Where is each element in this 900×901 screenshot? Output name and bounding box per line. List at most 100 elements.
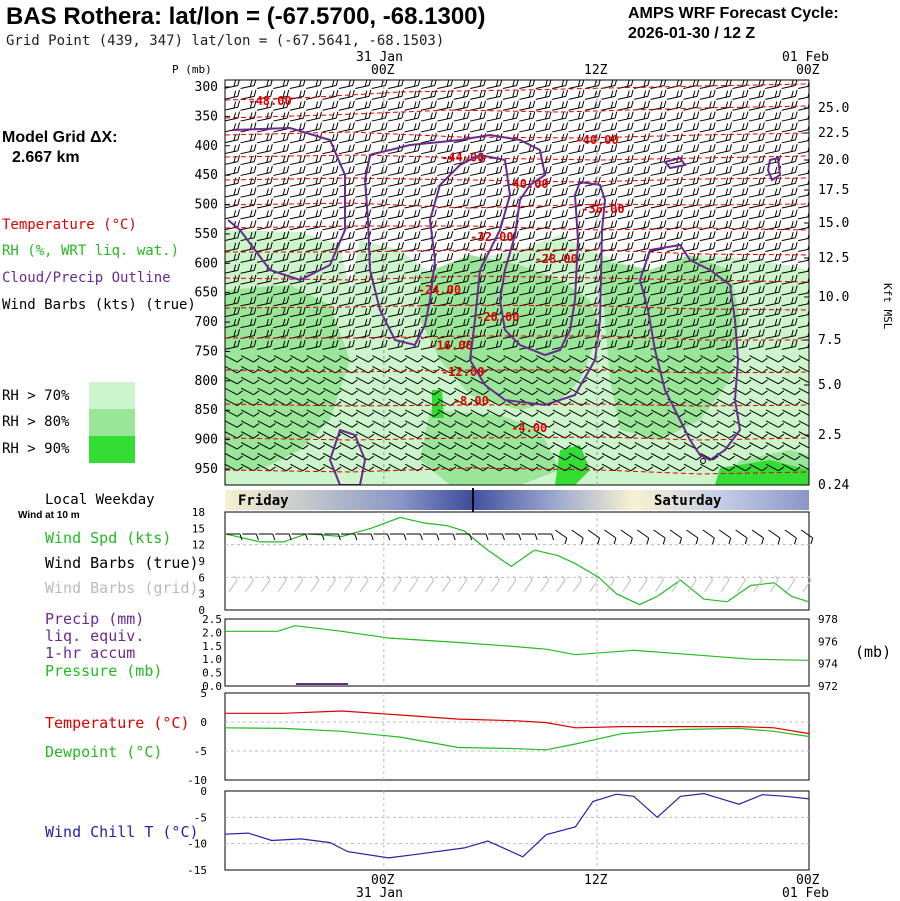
barb-shaft (405, 140, 419, 143)
wind-barb (567, 123, 585, 132)
barb-feather (466, 123, 470, 129)
barb-feather (647, 90, 651, 96)
barb-feather (433, 166, 437, 172)
barb-feather (237, 155, 241, 161)
barb-feather (351, 144, 355, 150)
wind-barb (518, 90, 536, 99)
barb-feather (745, 188, 749, 194)
barb-shaft (290, 173, 304, 176)
barb-feather (696, 210, 700, 216)
wind-barb (666, 144, 684, 153)
barb-shaft (765, 173, 779, 176)
barb-shaft (798, 238, 812, 241)
wind-barb (617, 123, 635, 132)
barb-feather (679, 90, 683, 96)
barb-feather (368, 123, 372, 129)
temperature-contour-label: -20.00 (476, 310, 519, 324)
barb-feather (384, 133, 388, 139)
barb-feather (811, 177, 815, 183)
barb-shaft (224, 107, 238, 110)
barb-shaft (552, 140, 566, 143)
barb-shaft (470, 107, 484, 110)
wind-barb (682, 231, 700, 240)
barb-shaft (224, 118, 238, 121)
barb-feather (335, 144, 339, 150)
barb-feather (335, 199, 339, 205)
barb-feather (237, 101, 241, 107)
barb-feather (515, 123, 519, 129)
barb-feather (663, 166, 667, 172)
barb-shaft (716, 216, 730, 219)
barb-feather (302, 90, 306, 96)
barb-shaft (273, 216, 287, 219)
wind-barb (781, 101, 799, 110)
wind-barb (256, 166, 274, 175)
barb-feather (811, 155, 815, 161)
barb-feather (663, 133, 667, 139)
barb-shaft (437, 216, 451, 219)
barb-shaft (651, 162, 665, 165)
barb-feather (778, 242, 782, 248)
barb-feather (679, 177, 683, 183)
wind-barb (289, 177, 307, 186)
height-tick-label: 12.5 (818, 251, 849, 266)
wind-barb (305, 166, 323, 175)
height-tick-label: 0.24 (818, 478, 849, 493)
barb-shaft (421, 194, 435, 197)
barb-feather (712, 90, 716, 96)
barb-shaft (262, 580, 270, 591)
wind-barb (666, 188, 684, 197)
barb-feather (761, 155, 765, 161)
barb-feather (647, 101, 651, 107)
barb-feather (761, 166, 765, 172)
barb-shaft (782, 249, 796, 252)
barb-feather (712, 123, 716, 129)
wind-barb (699, 144, 717, 153)
wind-barb (321, 123, 339, 132)
wind-barb (321, 101, 339, 110)
wind-barb (338, 220, 356, 229)
wind-barb (633, 199, 651, 208)
barb-shaft (273, 151, 287, 154)
wind-barb (272, 210, 290, 219)
barb-feather (253, 123, 257, 129)
barb-shaft (749, 86, 763, 89)
barb-shaft (405, 183, 419, 186)
barb-shaft (683, 96, 697, 99)
wind-barb (682, 90, 700, 99)
barb-feather (679, 101, 683, 107)
barb-shaft (765, 216, 779, 219)
wind-barb (666, 199, 684, 208)
wind-barb (781, 220, 799, 229)
barb-shaft (749, 173, 763, 176)
barb-feather (647, 210, 651, 216)
wind-barb (223, 90, 241, 99)
wind-barb (748, 133, 766, 142)
barb-feather (548, 133, 552, 139)
barb-feather (499, 144, 503, 150)
wind-barb (731, 101, 749, 110)
barb-shaft (798, 151, 812, 154)
barb-shaft (569, 173, 583, 176)
barb-feather (269, 199, 273, 205)
barb-feather (630, 220, 634, 226)
barb-feather (368, 133, 372, 139)
barb-shaft (782, 107, 796, 110)
barb-feather (565, 133, 569, 139)
barb-shaft (388, 173, 402, 176)
wind-barb (535, 101, 553, 110)
wind-barb (699, 112, 717, 121)
barb-feather (647, 166, 651, 172)
wind-barb (633, 155, 651, 164)
barb-feather (565, 220, 569, 226)
wind-barb (797, 231, 815, 240)
barb-feather (368, 90, 372, 96)
barb-feather (630, 90, 634, 96)
barb-shaft (487, 194, 501, 197)
wind-barb (453, 112, 471, 121)
wind-barb (748, 210, 766, 219)
barb-feather (597, 101, 601, 107)
wind-barb (567, 101, 585, 110)
wind-barb (699, 177, 717, 186)
barb-shaft (749, 107, 763, 110)
